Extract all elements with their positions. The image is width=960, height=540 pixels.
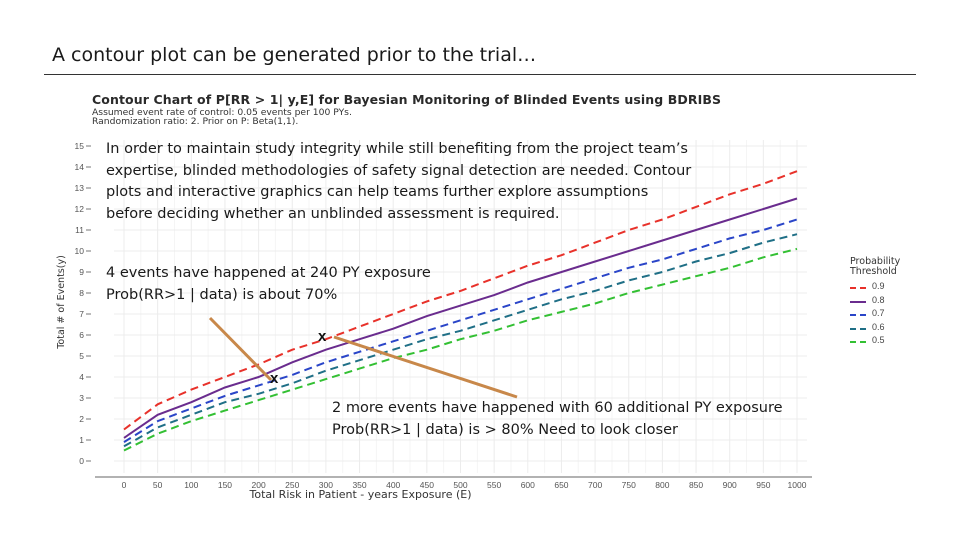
x-tick-label: 800 [655,480,669,490]
legend-key [850,300,866,303]
x-tick-label: 850 [689,480,703,490]
intro-line-3: plots and interactive graphics can help … [106,184,649,200]
x-axis-label: Total Risk in Patient - years Exposure (… [249,488,472,501]
y-tick-label: 12 [75,204,85,214]
y-tick-label: 13 [75,183,85,193]
x-tick-label: 250 [285,480,299,490]
chart-subtitle-rate: Assumed event rate of control: 0.05 even… [92,107,352,118]
legend-key [850,327,866,330]
x-tick-label: 350 [352,480,366,490]
series-line-0-5 [123,247,798,452]
y-tick-label: 2 [79,414,84,424]
legend-label: 0.9 [872,281,885,291]
x-tick-label: 550 [487,480,501,490]
y-tick-label: 4 [79,372,84,382]
point-2-line-1: 2 more events have happened with 60 addi… [332,400,783,416]
x-tick-label: 400 [386,480,400,490]
x-tick-label: 200 [252,480,266,490]
legend-item-0-7: 0.7 [850,308,930,322]
y-tick-label: 10 [75,246,85,256]
point-1-note: 4 events have happened at 240 PY exposur… [106,263,431,306]
chart-subtitle-ratio: Randomization ratio: 2. Prior on P: Beta… [92,116,299,127]
point-1-line-1: 4 events have happened at 240 PY exposur… [106,265,431,281]
x-tick-label: 0 [122,480,127,490]
legend-item-0-9: 0.9 [850,281,930,295]
legend-key [850,287,866,289]
x-tick-label: 100 [184,480,198,490]
x-tick-label: 900 [723,480,737,490]
y-tick-label: 14 [75,162,85,172]
y-axis-label: Total # of Events(y) [56,255,67,350]
legend-label: 0.6 [872,321,885,332]
legend-title-line-1: Probability [850,256,901,267]
y-tick-label: 11 [75,225,84,235]
x-tick-label: 600 [521,480,535,490]
y-tick-label: 9 [79,267,84,277]
x-tick-label: 50 [153,480,163,490]
chart-series [123,170,798,452]
x-tick-label: 300 [319,480,333,490]
y-tick-label: 15 [75,141,85,151]
data-point-marker-1: x [270,370,279,387]
legend-title-line-2: Threshold [850,266,897,277]
callout-arrows [208,316,518,399]
y-tick-label: 7 [79,309,84,319]
x-tick-label: 500 [453,480,467,490]
x-tick-label: 950 [756,480,770,490]
chart-title: Contour Chart of P[RR > 1| y,E] for Baye… [92,92,722,107]
y-tick-label: 6 [79,330,84,340]
x-tick-label: 150 [218,480,232,490]
legend-item-0-5: 0.5 [850,335,930,349]
y-tick-label: 8 [79,288,84,298]
y-tick-label: 3 [79,393,84,403]
legend-label: 0.8 [872,294,885,305]
slide-title: A contour plot can be generated prior to… [52,44,537,66]
series-line-0-7 [123,218,798,443]
legend-key [850,314,866,316]
legend-key [850,341,866,343]
x-tick-label: 650 [554,480,568,490]
legend-label: 0.5 [872,335,885,345]
intro-line-4: before deciding whether an unblinded ass… [106,205,560,222]
legend-item-0-6: 0.6 [850,322,930,336]
intro-note: In order to maintain study integrity whi… [106,139,691,225]
x-tick-label: 700 [588,480,602,490]
point-2-note: 2 more events have happened with 60 addi… [332,398,783,441]
y-tick-label: 0 [79,456,84,466]
legend-item-0-8: 0.8 [850,295,930,309]
chart-axes: 0 50 100 150 200 250 300 350 400 450 500 550 600 650 7… [56,141,812,501]
y-tick-label: 1 [79,435,84,445]
intro-line-2: expertise, blinded methodologies of safe… [106,162,692,179]
intro-line-1: In order to maintain study integrity whi… [106,141,688,157]
legend-title: Probability Threshold [850,257,900,277]
series-line-0-9 [123,170,798,431]
title-divider [44,74,916,75]
legend-label: 0.7 [872,308,885,318]
point-2-line-2: Prob(RR>1 | data) is > 80% Need to look … [332,421,678,438]
x-tick-label: 750 [622,480,636,490]
x-tick-label: 1000 [788,480,807,490]
data-point-marker-2: x [318,328,327,345]
callout-arrow-1 [208,316,273,382]
point-1-line-2: Prob(RR>1 | data) is about 70% [106,286,338,303]
x-tick-label: 450 [420,480,434,490]
series-line-0-6 [123,233,798,448]
series-line-0-8 [123,197,798,439]
y-tick-label: 5 [79,351,84,361]
callout-arrow-2 [333,335,518,399]
